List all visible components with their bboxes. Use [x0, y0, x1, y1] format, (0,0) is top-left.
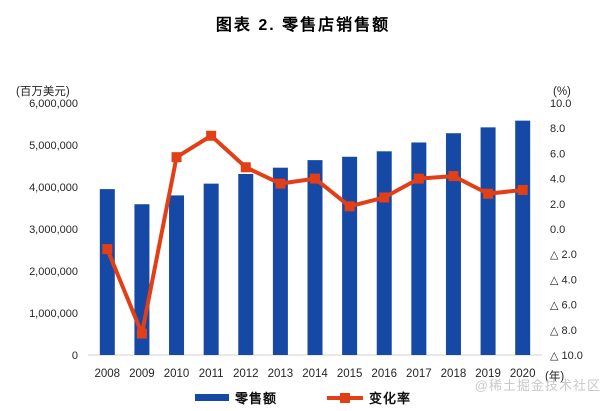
change-rate-marker-2008: [102, 244, 113, 255]
line-series-swatch: [327, 392, 363, 404]
left-axis-unit-label: (百万美元): [16, 84, 70, 98]
y-axis-left-tick-label: 5,000,000: [29, 140, 78, 152]
y-axis-left-tick-label: 2,000,000: [29, 266, 78, 278]
y-axis-left-tick-label: 6,000,000: [29, 98, 78, 110]
chart-title: 图表 2. 零售店销售额: [215, 17, 391, 34]
change-rate-marker-2011: [206, 130, 217, 141]
bar-2013: [272, 167, 288, 355]
x-axis-label-2020: 2020: [510, 368, 536, 380]
change-rate-marker-2018: [448, 171, 459, 182]
change-rate-marker-2010: [171, 152, 182, 163]
right-axis-unit-label: (%): [553, 86, 571, 98]
y-axis-right-tick-label: 6.0: [550, 148, 565, 160]
legend-item-change-rate: 变化率: [327, 388, 411, 407]
bar-2015: [342, 156, 358, 355]
chart-legend: 零售额 变化率: [0, 388, 606, 407]
x-axis-unit-label: (年): [545, 369, 564, 383]
change-rate-marker-2017: [413, 173, 424, 184]
y-axis-right-tick-label: △ 6.0: [550, 300, 577, 312]
y-axis-left-tick-label: 1,000,000: [29, 308, 78, 320]
legend-item-sales: 零售额: [194, 388, 277, 407]
x-axis-label-2017: 2017: [406, 368, 432, 380]
change-rate-marker-2015: [344, 201, 355, 212]
y-axis-right-tick-label: △ 4.0: [550, 274, 577, 286]
watermark: @稀土掘金技术社区: [474, 378, 601, 393]
bar-2014: [307, 160, 323, 355]
x-axis-label-2014: 2014: [302, 368, 328, 380]
bar-2010: [169, 195, 185, 355]
change-rate-marker-2020: [517, 184, 528, 195]
x-axis-label-2013: 2013: [268, 368, 294, 380]
change-rate-marker-2012: [240, 162, 251, 173]
x-axis-label-2015: 2015: [337, 368, 363, 380]
y-axis-right-tick-label: 4.0: [550, 174, 565, 186]
y-axis-left-tick-label: 3,000,000: [29, 224, 78, 236]
bar-series-swatch: [194, 394, 229, 401]
x-axis-label-2008: 2008: [95, 368, 121, 380]
change-rate-marker-2014: [310, 173, 320, 184]
x-axis-label-2012: 2012: [233, 368, 259, 380]
legend-label-change-rate: 变化率: [369, 391, 412, 406]
y-axis-right-tick-label: △ 10.0: [550, 350, 583, 362]
x-axis-label-2009: 2009: [129, 368, 155, 380]
x-axis-label-2011: 2011: [199, 368, 224, 380]
x-axis-label-2019: 2019: [475, 368, 501, 380]
y-axis-right-tick-label: 10.0: [550, 98, 571, 110]
line-swatch-marker: [340, 392, 350, 403]
bar-2020: [515, 120, 531, 355]
y-axis-right-tick-label: △ 8.0: [550, 325, 577, 337]
bar-2011: [203, 183, 219, 355]
change-rate-marker-2019: [483, 188, 494, 199]
bar-2008: [99, 189, 115, 355]
legend-label-sales: 零售额: [234, 391, 277, 406]
change-rate-marker-2013: [275, 178, 286, 189]
change-rate-marker-2009: [136, 328, 147, 339]
bar-2016: [376, 151, 392, 355]
y-axis-left-tick-label: 4,000,000: [29, 182, 78, 194]
x-axis-label-2016: 2016: [371, 368, 397, 380]
change-rate-marker-2016: [379, 192, 390, 203]
y-axis-right-tick-label: △ 2.0: [550, 249, 577, 261]
y-axis-right-tick-label: 0.0: [550, 224, 565, 236]
x-axis-label-2018: 2018: [441, 368, 467, 380]
bar-2019: [480, 127, 496, 355]
y-axis-left-tick-label: 0: [72, 350, 78, 362]
x-axis-label-2010: 2010: [164, 368, 190, 380]
bar-2018: [445, 133, 461, 355]
y-axis-right-tick-label: 8.0: [550, 123, 565, 135]
bar-2017: [411, 142, 427, 355]
y-axis-right-tick-label: 2.0: [550, 199, 565, 211]
bar-2012: [238, 173, 254, 355]
